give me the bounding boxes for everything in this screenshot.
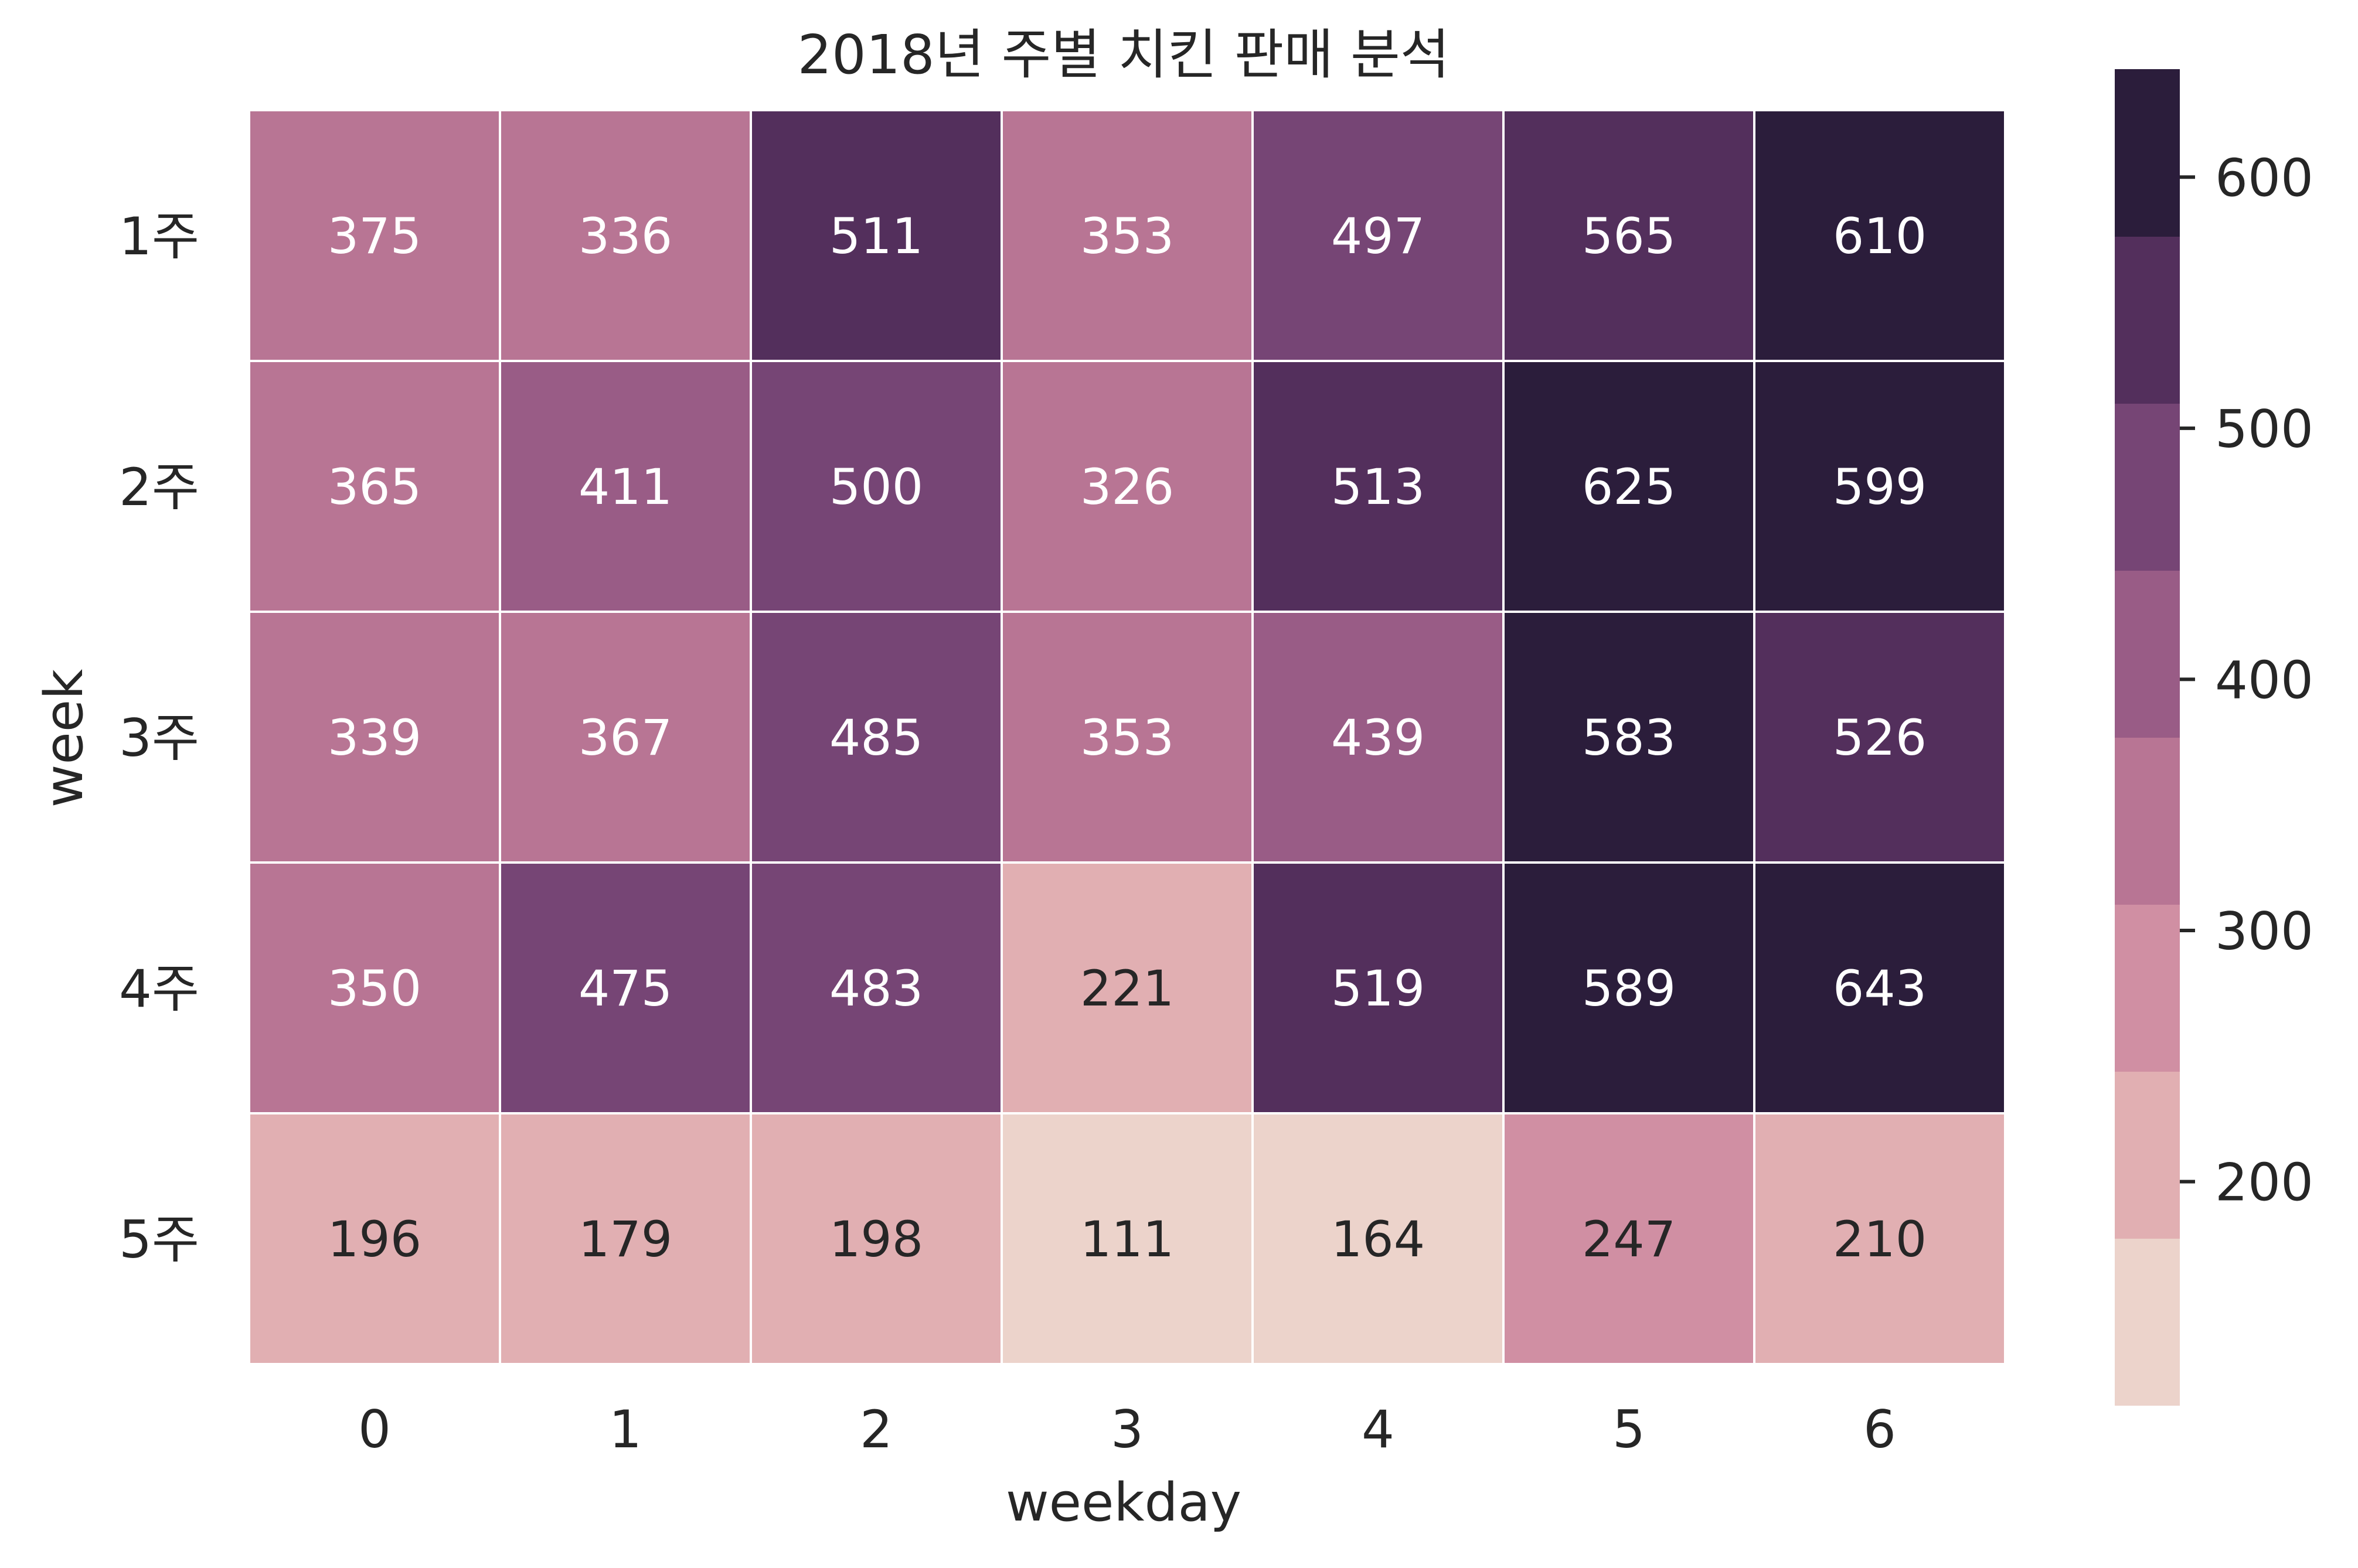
cell-value-label: 589 [1582, 960, 1676, 1017]
y-tick-label: 5주 [119, 1209, 199, 1270]
y-tick-label: 1주 [119, 206, 199, 267]
heatmap-cell [1753, 360, 2006, 613]
heatmap-cell [1502, 360, 1755, 613]
cell-value-label: 583 [1582, 709, 1676, 766]
y-axis-label: week [33, 669, 95, 807]
colorbar-tick-label: 500 [2215, 399, 2313, 459]
cell-value-label: 353 [1080, 207, 1174, 265]
colorbar-segment [2115, 69, 2180, 237]
x-tick-label: 1 [609, 1399, 642, 1460]
cell-value-label: 247 [1582, 1211, 1676, 1268]
heatmap-cell [1001, 611, 1254, 864]
cell-value-label: 375 [328, 207, 421, 265]
heatmap-cell [1753, 861, 2006, 1114]
x-tick-label: 4 [1362, 1399, 1394, 1460]
cell-value-label: 439 [1331, 709, 1425, 766]
colorbar-segment [2115, 403, 2180, 571]
cell-value-label: 336 [579, 207, 672, 265]
cell-value-label: 475 [579, 960, 672, 1017]
cell-value-label: 500 [829, 458, 923, 516]
cell-value-label: 196 [328, 1211, 421, 1268]
cell-value-label: 111 [1080, 1211, 1174, 1268]
heatmap-cell [1502, 861, 1755, 1114]
cell-value-labels: 375 336 511 353 497 565 610 365 411 500 326 513 625 5… [328, 207, 1927, 1268]
cell-value-label: 625 [1582, 458, 1676, 516]
colorbar-tick-label: 400 [2215, 650, 2313, 710]
heatmap-cell [750, 109, 1003, 362]
cell-value-label: 610 [1833, 207, 1927, 265]
y-tick-label: 4주 [119, 959, 199, 1019]
cell-value-label: 326 [1080, 458, 1174, 516]
chart-title: 2018년 주별 치킨 판매 분석 [798, 23, 1450, 86]
cell-value-label: 221 [1080, 960, 1174, 1017]
y-tick-label: 3주 [119, 708, 199, 768]
heatmap-cell [248, 360, 501, 613]
x-tick-label: 2 [860, 1399, 893, 1460]
x-tick-label: 3 [1111, 1399, 1144, 1460]
heatmap-cell [1753, 1112, 2006, 1365]
x-tick-labels: 0 1 2 3 4 5 6 [358, 1399, 1896, 1460]
cell-value-label: 511 [829, 207, 923, 265]
cell-value-label: 411 [579, 458, 672, 516]
heatmap-cell [1753, 611, 2006, 864]
cell-value-label: 519 [1331, 960, 1425, 1017]
cell-value-label: 643 [1833, 960, 1927, 1017]
heatmap-cell [499, 861, 752, 1114]
heatmap-cell [248, 611, 501, 864]
colorbar-segment [2115, 570, 2180, 738]
cell-value-label: 179 [579, 1211, 672, 1268]
heatmap-cell [1001, 861, 1254, 1114]
heatmap-cell [1251, 109, 1505, 362]
colorbar-tick-label: 600 [2215, 148, 2313, 208]
x-tick-label: 6 [1863, 1399, 1896, 1460]
x-tick-label: 5 [1612, 1399, 1645, 1460]
cell-value-label: 164 [1331, 1211, 1425, 1268]
colorbar-segment [2115, 1238, 2180, 1406]
colorbar: 200 300 400 500 600 [2115, 69, 2313, 1406]
heatmap-cells [248, 109, 2006, 1365]
cell-value-label: 339 [328, 709, 421, 766]
cell-value-label: 367 [579, 709, 672, 766]
heatmap-cell [1251, 360, 1505, 613]
heatmap-cell [499, 109, 752, 362]
heatmap-cell [248, 109, 501, 362]
cell-value-label: 513 [1331, 458, 1425, 516]
cell-value-label: 497 [1331, 207, 1425, 265]
heatmap-cell [1502, 109, 1755, 362]
y-tick-label: 2주 [119, 457, 199, 517]
heatmap-cell [1251, 611, 1505, 864]
cell-value-label: 565 [1582, 207, 1676, 265]
cell-value-label: 365 [328, 458, 421, 516]
heatmap-cell [248, 1112, 501, 1365]
heatmap-cell [248, 861, 501, 1114]
heatmap-cell [750, 1112, 1003, 1365]
heatmap-cell [1502, 1112, 1755, 1365]
cell-value-label: 483 [829, 960, 923, 1017]
colorbar-segment [2115, 1071, 2180, 1239]
colorbar-tick-label: 200 [2215, 1153, 2313, 1213]
heatmap-cell [750, 360, 1003, 613]
heatmap-cell [1502, 611, 1755, 864]
y-tick-labels: 1주 2주 3주 4주 5주 [119, 206, 199, 1270]
cell-value-label: 210 [1833, 1211, 1927, 1268]
cell-value-label: 350 [328, 960, 421, 1017]
heatmap-cell [1001, 109, 1254, 362]
heatmap-cell [499, 611, 752, 864]
cell-value-label: 485 [829, 709, 923, 766]
cell-value-label: 353 [1080, 709, 1174, 766]
colorbar-segment [2115, 737, 2180, 905]
heatmap-cell [750, 611, 1003, 864]
colorbar-segment [2115, 904, 2180, 1072]
colorbar-segment [2115, 236, 2180, 404]
x-axis-label: weekday [1006, 1472, 1241, 1533]
colorbar-tick-label: 300 [2215, 901, 2313, 962]
cell-value-label: 198 [829, 1211, 923, 1268]
cell-value-label: 526 [1833, 709, 1927, 766]
cell-value-label: 599 [1833, 458, 1927, 516]
x-tick-label: 0 [358, 1399, 391, 1460]
